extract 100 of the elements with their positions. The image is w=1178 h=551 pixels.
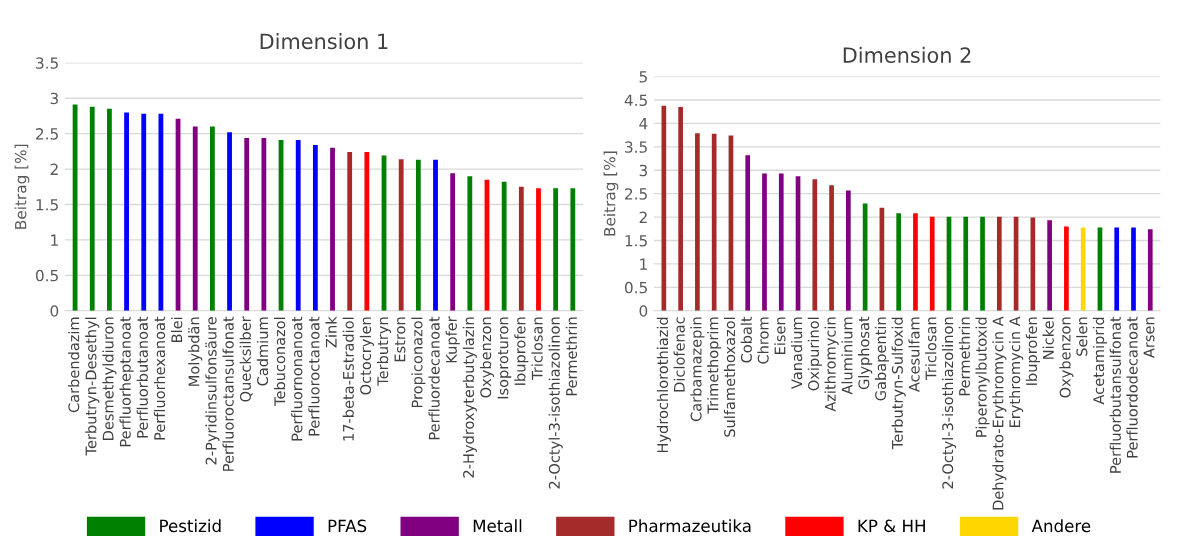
- y-tick-label: 0.5: [624, 281, 647, 294]
- bar: [695, 133, 700, 311]
- bar: [929, 216, 935, 311]
- x-tick-label: Arsen: [1143, 317, 1155, 358]
- y-tick-label: 3: [50, 92, 59, 105]
- x-tick-label: Piperonylbutoxid: [975, 317, 990, 437]
- x-tick-label: Zink: [325, 316, 337, 348]
- x-tick-label: Tebuconazol: [273, 317, 286, 407]
- x-tick-label: Ibuprofen: [514, 317, 529, 385]
- x-tick-label: Glyphosat: [858, 316, 873, 390]
- bar: [1064, 226, 1069, 311]
- bar: [1047, 220, 1052, 311]
- x-tick-label: Blei: [171, 317, 183, 342]
- y-axis-title: Beitrag [%]: [603, 151, 619, 236]
- y-tick-label: 1.5: [625, 235, 647, 247]
- bar: [227, 132, 232, 311]
- x-tick-label: Quecksilber: [239, 316, 253, 402]
- legend-label: Pestizid: [160, 519, 221, 533]
- bar: [347, 152, 353, 311]
- bar: [678, 107, 683, 311]
- bar: [467, 176, 473, 311]
- x-tick-label: Eisen: [774, 317, 786, 354]
- x-tick-label: Perfluornonanoat: [291, 316, 303, 441]
- x-tick-label: Terbutryn-Desethyl: [85, 317, 100, 456]
- bar: [501, 181, 507, 311]
- x-tick-label: Propiconazol: [411, 317, 426, 408]
- x-tick-label: Permethrin: [565, 317, 578, 396]
- bar: [364, 152, 370, 311]
- x-tick-label: Molybdän: [188, 317, 203, 386]
- y-tick-label: 1: [51, 234, 58, 246]
- y-tick-label: 2: [50, 163, 58, 175]
- x-tick-label: Oxybenzon: [479, 317, 495, 398]
- x-tick-label: Oxipurinol: [807, 317, 822, 391]
- x-tick-label: Acesulfam: [908, 317, 920, 393]
- bar: [141, 113, 147, 311]
- x-tick-label: Perfluoroctansulfonat: [222, 316, 234, 471]
- y-tick-label: 1.5: [36, 199, 58, 211]
- y-tick-label: 0: [50, 305, 59, 317]
- legend-label: Andere: [1031, 519, 1091, 533]
- bar: [330, 147, 335, 311]
- x-tick-label: Estron: [394, 317, 406, 362]
- bar: [829, 185, 834, 311]
- x-tick-label: Cadmium: [256, 317, 269, 386]
- y-tick-label: 4: [639, 118, 648, 130]
- x-tick-label: Perfluorbutanoat: [136, 316, 148, 438]
- y-tick-label: 1: [640, 258, 647, 270]
- x-tick-label: Ibuprofen: [1025, 317, 1040, 385]
- x-tick-label: Isoproturon: [497, 317, 512, 399]
- y-tick-label: 2.5: [36, 128, 58, 140]
- legend-label: Pharmazeutika: [629, 519, 751, 533]
- bar: [745, 155, 751, 311]
- x-tick-label: Acetamiprid: [1092, 317, 1107, 405]
- x-tick-label: Permethrin: [958, 317, 970, 396]
- x-tick-label: Triclosan: [531, 317, 543, 380]
- x-tick-label: Hydrochlorothiazid: [656, 317, 671, 453]
- x-tick-label: 2-Hydroxyterbutylazin: [462, 317, 477, 478]
- bar: [124, 112, 129, 311]
- x-tick-label: Diclofenac: [673, 317, 685, 392]
- x-tick-label: Cobalt: [740, 316, 752, 363]
- bar: [415, 159, 421, 311]
- bar: [107, 108, 112, 311]
- bar: [312, 144, 318, 311]
- x-tick-label: Terbutryn: [376, 317, 392, 386]
- x-tick-label: Perfluorbutansulfonat: [1109, 316, 1121, 473]
- y-tick-label: 2: [639, 211, 647, 223]
- bar: [209, 126, 215, 311]
- x-tick-label: Carbamazepin: [690, 317, 705, 422]
- x-tick-label: Gabapentin: [874, 317, 889, 401]
- bar: [553, 188, 559, 311]
- bar: [536, 188, 541, 311]
- y-tick-label: 0: [639, 305, 648, 317]
- y-axis-title: Beitrag [%]: [14, 144, 30, 229]
- bar: [963, 216, 969, 311]
- x-tick-label: Oxybenzon: [1059, 317, 1074, 398]
- bar: [846, 190, 851, 311]
- bar: [1114, 227, 1120, 311]
- x-tick-label: Aluminium: [841, 317, 853, 395]
- bar: [913, 213, 918, 311]
- bar: [762, 173, 767, 311]
- legend-label: PFAS: [328, 519, 367, 533]
- bar: [1131, 227, 1136, 311]
- bar: [518, 186, 524, 311]
- x-tick-label: Triclosan: [925, 317, 937, 380]
- x-tick-label: Nickel: [1042, 317, 1054, 359]
- x-tick-label: Carbendazim: [68, 317, 80, 413]
- x-tick-label: Perfluorheptanoat: [119, 316, 134, 447]
- chart-title: Dimension 1: [260, 33, 388, 50]
- x-tick-label: Vanadium: [790, 317, 803, 389]
- bar: [812, 179, 818, 311]
- bar: [295, 140, 301, 311]
- x-tick-label: Desmethyldiuron: [102, 317, 117, 440]
- x-tick-label: 17-beta-Estradiol: [342, 317, 354, 441]
- x-tick-label: Terbutryn-Sulfoxid: [891, 317, 906, 450]
- y-tick-label: 3: [639, 164, 648, 177]
- y-tick-label: 3.5: [625, 141, 647, 153]
- bar: [261, 137, 267, 311]
- bar: [778, 173, 784, 311]
- x-tick-label: Erythromycin A: [1009, 316, 1024, 428]
- x-tick-label: Trimethoprim: [707, 317, 722, 414]
- x-tick-label: 2-Pyridinsulfonsäure: [205, 317, 220, 465]
